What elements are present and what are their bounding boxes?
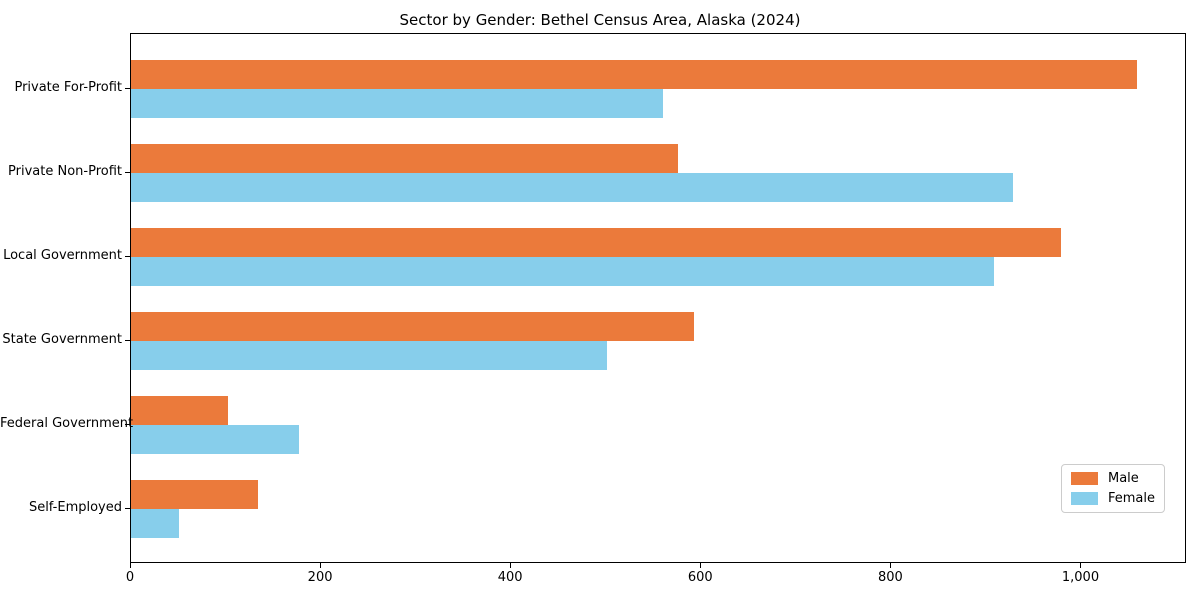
bar-female-private-for-profit bbox=[131, 89, 664, 118]
ytick-mark-private-non-profit bbox=[125, 172, 130, 173]
ytick-label-private-non-profit: Private Non-Profit bbox=[8, 164, 122, 179]
xtick-label-200: 200 bbox=[307, 570, 333, 585]
xtick-mark-600 bbox=[700, 563, 702, 568]
xtick-mark-0 bbox=[130, 563, 131, 568]
bar-male-private-non-profit bbox=[131, 144, 678, 173]
xtick-mark-800 bbox=[890, 563, 892, 568]
ytick-mark-private-for-profit bbox=[125, 88, 130, 89]
ytick-mark-local-government bbox=[125, 256, 130, 257]
ytick-label-state-government: State Government bbox=[2, 332, 122, 347]
bar-male-state-government bbox=[131, 312, 694, 341]
plot-area: Male Female bbox=[130, 33, 1186, 563]
ytick-label-self-employed: Self-Employed bbox=[28, 500, 122, 515]
bar-female-federal-government bbox=[131, 425, 300, 454]
xtick-mark-1-000 bbox=[1080, 563, 1082, 568]
bar-male-local-government bbox=[131, 228, 1061, 257]
legend-swatch-male bbox=[1070, 472, 1098, 485]
xtick-label-400: 400 bbox=[497, 570, 523, 585]
chart-title: Sector by Gender: Bethel Census Area, Al… bbox=[399, 11, 801, 29]
ytick-label-federal-government: Federal Government bbox=[0, 416, 134, 431]
xtick-label-800: 800 bbox=[877, 570, 903, 585]
legend-item-male: Male bbox=[1070, 471, 1155, 486]
ytick-mark-federal-government bbox=[125, 424, 130, 425]
xtick-label-1-000: 1,000 bbox=[1061, 570, 1100, 585]
ytick-label-local-government: Local Government bbox=[3, 248, 122, 263]
ytick-mark-self-employed bbox=[125, 508, 130, 509]
xtick-mark-400 bbox=[510, 563, 512, 568]
ytick-label-private-for-profit: Private For-Profit bbox=[14, 80, 122, 95]
bar-female-local-government bbox=[131, 257, 995, 286]
xtick-label-600: 600 bbox=[687, 570, 713, 585]
bar-female-private-non-profit bbox=[131, 173, 1014, 202]
xtick-mark-200 bbox=[320, 563, 322, 568]
bar-male-self-employed bbox=[131, 480, 259, 509]
legend-swatch-female bbox=[1070, 492, 1098, 505]
bar-male-federal-government bbox=[131, 396, 228, 425]
bar-female-self-employed bbox=[131, 509, 179, 538]
legend-item-female: Female bbox=[1070, 491, 1155, 506]
ytick-mark-state-government bbox=[125, 340, 130, 341]
bar-male-private-for-profit bbox=[131, 60, 1137, 89]
bar-female-state-government bbox=[131, 341, 608, 370]
legend-label-male: Male bbox=[1107, 471, 1139, 486]
legend-items: Male Female bbox=[1070, 471, 1155, 506]
legend-label-female: Female bbox=[1107, 491, 1155, 506]
legend: Male Female bbox=[1060, 464, 1165, 513]
xtick-label-0: 0 bbox=[125, 570, 135, 585]
